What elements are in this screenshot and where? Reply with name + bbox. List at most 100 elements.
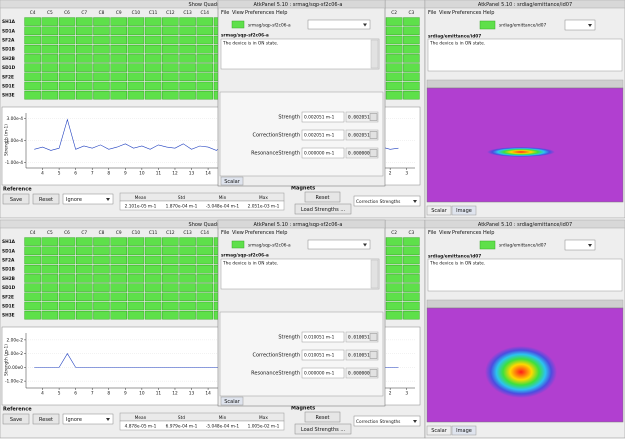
setpoint-value[interactable]: 0.010051 [348,353,370,359]
status-cell[interactable] [76,247,92,255]
tab-label[interactable]: Scalar [224,399,240,405]
status-cell[interactable] [111,256,127,264]
status-cell[interactable] [25,73,41,81]
status-cell[interactable] [42,73,58,81]
setpoint-button[interactable] [370,132,377,139]
status-cell[interactable] [386,293,402,301]
status-cell[interactable] [403,293,419,301]
status-cell[interactable] [162,27,178,35]
status-cell[interactable] [145,293,161,301]
setpoint-button[interactable] [370,352,377,359]
status-cell[interactable] [25,293,41,301]
reset-button-label[interactable]: Reset [39,197,53,203]
status-cell[interactable] [42,284,58,292]
status-cell[interactable] [59,302,75,310]
status-cell[interactable] [93,293,109,301]
status-cell[interactable] [42,247,58,255]
status-cell[interactable] [162,82,178,90]
status-cell[interactable] [111,293,127,301]
status-cell[interactable] [76,238,92,246]
status-cell[interactable] [180,54,196,62]
status-cell[interactable] [128,18,144,26]
status-cell[interactable] [180,238,196,246]
status-cell[interactable] [180,64,196,72]
status-cell[interactable] [111,45,127,53]
status-cell[interactable] [162,256,178,264]
menu-item[interactable]: Preferences [245,10,275,16]
status-cell[interactable] [111,302,127,310]
status-cell[interactable] [162,36,178,44]
status-cell[interactable] [42,45,58,53]
status-cell[interactable] [145,54,161,62]
status-cell[interactable] [403,64,419,72]
status-cell[interactable] [111,284,127,292]
status-cell[interactable] [197,311,213,319]
mode-combo-label[interactable]: Ignore [66,417,82,423]
status-cell[interactable] [76,274,92,282]
status-cell[interactable] [25,18,41,26]
status-cell[interactable] [403,238,419,246]
status-cell[interactable] [403,73,419,81]
setpoint-value[interactable]: 0.000000 [348,371,370,377]
menu-item[interactable]: Preferences [452,10,482,16]
setpoint-value[interactable]: 0.002051 [348,133,370,139]
status-cell[interactable] [93,284,109,292]
status-cell[interactable] [25,54,41,62]
tab-label[interactable]: Image [456,208,472,214]
menu-item[interactable]: Help [276,230,287,236]
status-cell[interactable] [386,36,402,44]
menu-item[interactable]: File [428,230,436,236]
status-cell[interactable] [145,265,161,273]
status-cell[interactable] [386,73,402,81]
status-cell[interactable] [403,274,419,282]
status-cell[interactable] [145,45,161,53]
status-cell[interactable] [162,18,178,26]
status-cell[interactable] [403,256,419,264]
reset-button-label[interactable]: Reset [39,417,53,423]
status-cell[interactable] [145,256,161,264]
status-cell[interactable] [403,18,419,26]
status-cell[interactable] [128,256,144,264]
status-cell[interactable] [145,64,161,72]
status-cell[interactable] [180,73,196,81]
status-cell[interactable] [128,54,144,62]
status-cell[interactable] [197,247,213,255]
status-cell[interactable] [403,27,419,35]
status-cell[interactable] [180,293,196,301]
status-cell[interactable] [180,247,196,255]
status-cell[interactable] [25,91,41,99]
status-cell[interactable] [59,274,75,282]
status-cell[interactable] [59,293,75,301]
status-cell[interactable] [403,82,419,90]
status-cell[interactable] [386,247,402,255]
status-cell[interactable] [403,284,419,292]
status-cell[interactable] [93,256,109,264]
status-cell[interactable] [197,45,213,53]
status-cell[interactable] [145,82,161,90]
status-cell[interactable] [59,238,75,246]
status-cell[interactable] [162,54,178,62]
mode-combo-label[interactable]: Ignore [66,197,82,203]
status-cell[interactable] [25,238,41,246]
status-cell[interactable] [386,54,402,62]
menu-item[interactable]: Help [483,230,494,236]
status-cell[interactable] [386,302,402,310]
setpoint-button[interactable] [370,114,377,121]
status-cell[interactable] [180,27,196,35]
status-cell[interactable] [93,311,109,319]
status-cell[interactable] [76,45,92,53]
status-cell[interactable] [76,27,92,35]
status-cell[interactable] [111,91,127,99]
status-cell[interactable] [386,256,402,264]
status-cell[interactable] [386,27,402,35]
status-cell[interactable] [93,247,109,255]
status-cell[interactable] [42,311,58,319]
status-cell[interactable] [145,302,161,310]
status-cell[interactable] [59,73,75,81]
status-cell[interactable] [128,45,144,53]
status-cell[interactable] [197,82,213,90]
status-cell[interactable] [145,238,161,246]
status-cell[interactable] [59,54,75,62]
status-cell[interactable] [128,311,144,319]
status-cell[interactable] [111,82,127,90]
